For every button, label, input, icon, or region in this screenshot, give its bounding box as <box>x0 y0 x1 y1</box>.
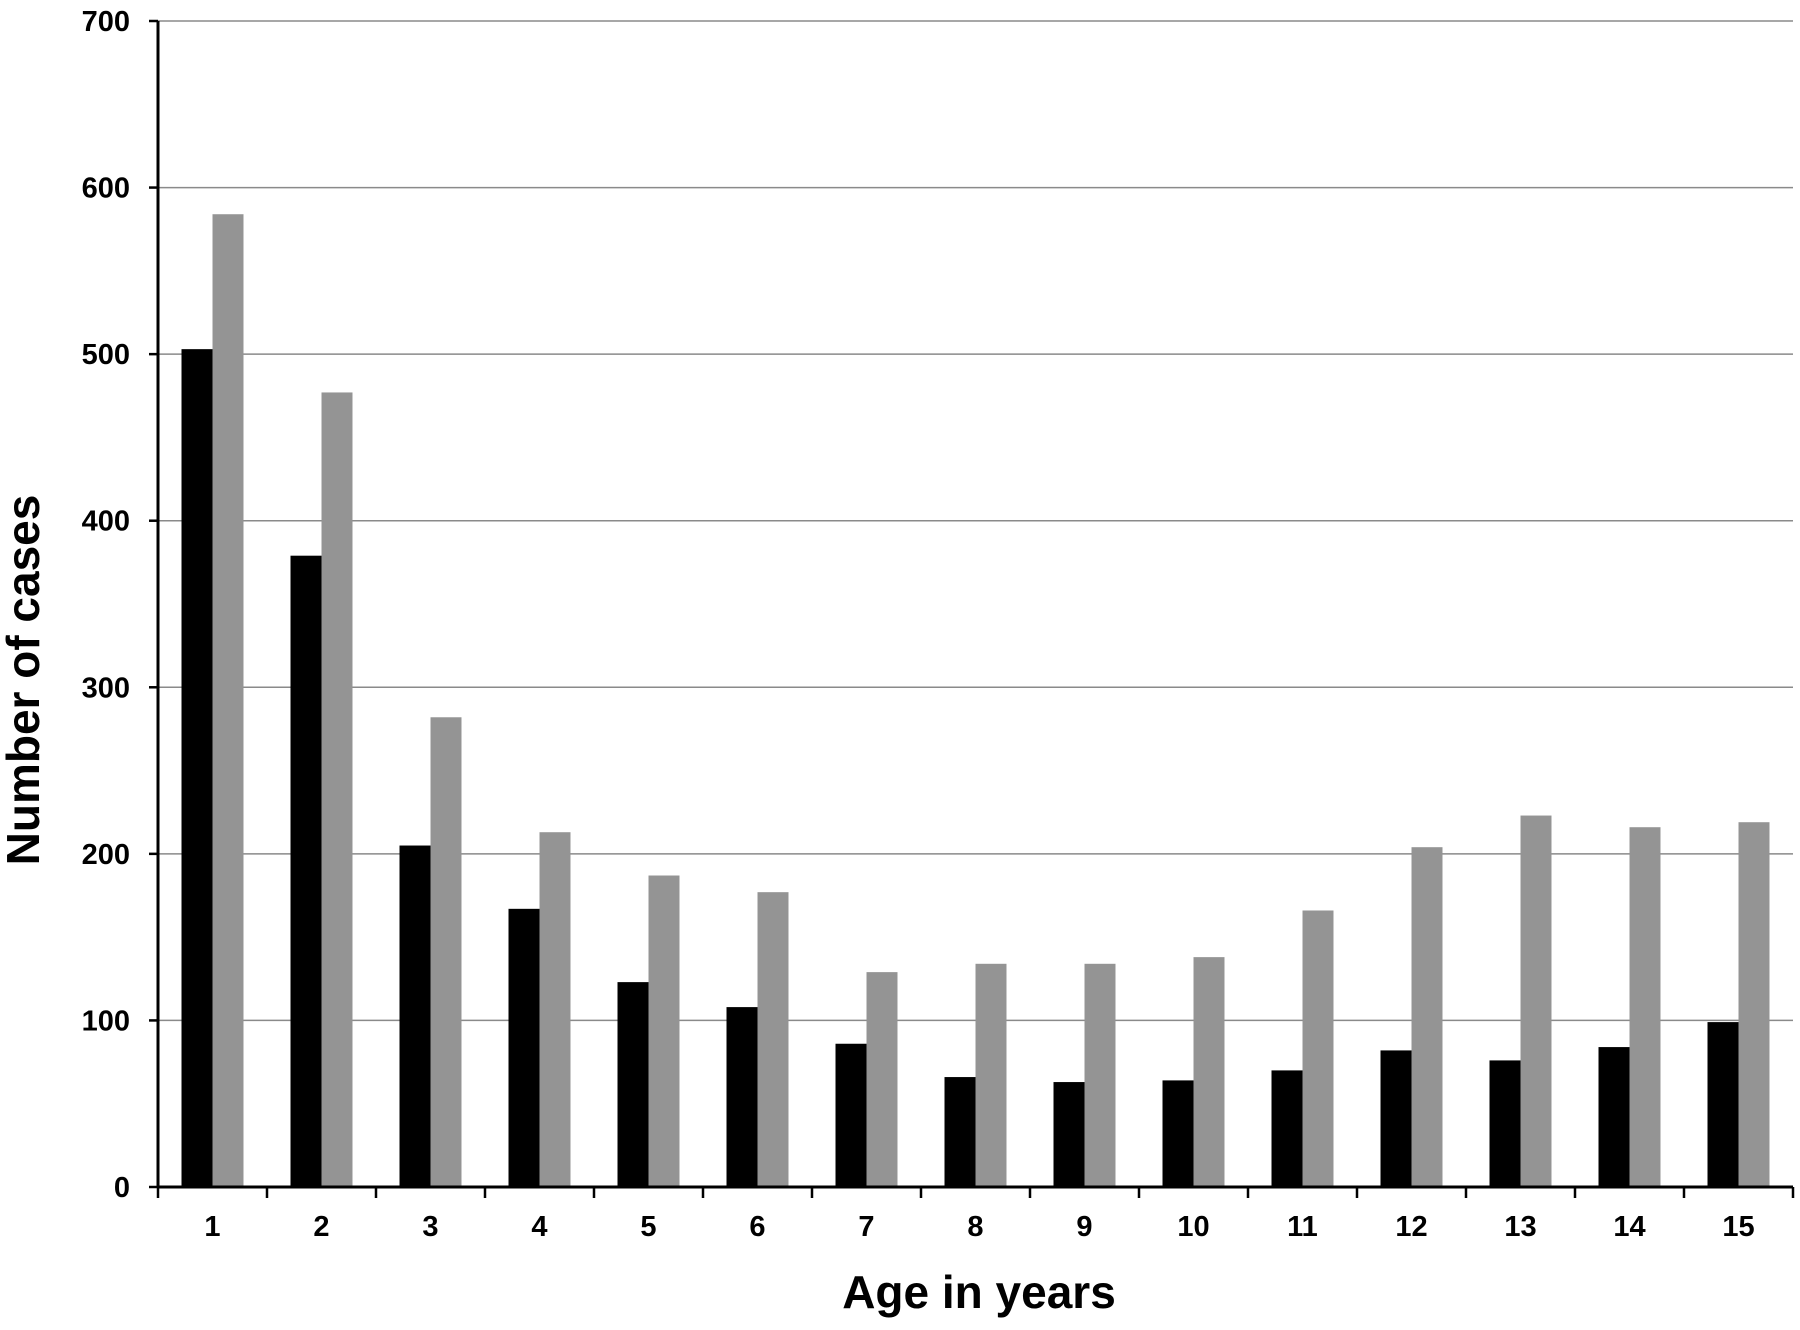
bar-series2-12 <box>1411 847 1443 1187</box>
x-tick-label: 2 <box>313 1211 329 1243</box>
x-tick-label: 10 <box>1177 1211 1209 1243</box>
bar-series2-9 <box>1084 963 1116 1187</box>
bar-series2-13 <box>1520 815 1552 1187</box>
bar-series2-1 <box>212 214 244 1188</box>
y-tick-label: 200 <box>82 839 130 871</box>
bar-series1-13 <box>1489 1060 1521 1187</box>
bar-series1-4 <box>508 908 540 1187</box>
y-tick-label: 100 <box>82 1005 130 1037</box>
bar-series2-7 <box>866 972 898 1187</box>
bar-series1-9 <box>1053 1082 1085 1187</box>
x-tick-label: 3 <box>422 1211 438 1243</box>
x-tick-label: 9 <box>1076 1211 1092 1243</box>
bar-series2-3 <box>430 717 462 1187</box>
x-tick-label: 12 <box>1395 1211 1427 1243</box>
bar-series2-5 <box>648 875 680 1187</box>
bar-series2-14 <box>1629 827 1661 1187</box>
x-tick-label: 14 <box>1613 1211 1645 1243</box>
y-tick-label: 600 <box>82 173 130 205</box>
bar-series1-14 <box>1598 1047 1630 1187</box>
bars <box>181 214 1770 1188</box>
y-tick-label: 300 <box>82 672 130 704</box>
bar-series1-3 <box>399 845 431 1187</box>
axes <box>149 19 1795 1198</box>
bar-series2-10 <box>1193 957 1225 1187</box>
bar-series2-6 <box>757 892 789 1187</box>
y-tick-label: 400 <box>82 506 130 538</box>
bar-series1-5 <box>617 982 649 1187</box>
bar-series1-12 <box>1380 1050 1412 1187</box>
x-tick-label: 4 <box>531 1211 547 1243</box>
y-axis-title: Number of cases <box>0 495 49 866</box>
bar-series1-2 <box>290 555 322 1187</box>
x-tick-label: 13 <box>1504 1211 1536 1243</box>
bar-series1-7 <box>835 1043 867 1187</box>
x-tick-label: 8 <box>967 1211 983 1243</box>
bar-series2-8 <box>975 963 1007 1187</box>
bar-series2-2 <box>321 392 353 1187</box>
x-tick-label: 15 <box>1722 1211 1754 1243</box>
bar-series1-10 <box>1162 1080 1194 1187</box>
bar-series1-6 <box>726 1007 758 1187</box>
x-tick-label: 6 <box>749 1211 765 1243</box>
y-tick-label: 700 <box>82 6 130 38</box>
bar-series1-1 <box>181 349 213 1187</box>
y-tick-label: 0 <box>114 1172 130 1204</box>
bar-series1-15 <box>1707 1022 1739 1187</box>
bar-series1-8 <box>944 1077 976 1187</box>
x-axis-title: Age in years <box>842 1266 1116 1318</box>
x-tick-label: 7 <box>858 1211 874 1243</box>
y-tick-label: 500 <box>82 339 130 371</box>
bar-series2-4 <box>539 832 571 1187</box>
bar-series2-11 <box>1302 910 1334 1187</box>
x-tick-label: 11 <box>1287 1211 1318 1243</box>
x-tick-label: 1 <box>204 1211 220 1243</box>
bar-series2-15 <box>1738 822 1770 1187</box>
x-tick-label: 5 <box>640 1211 656 1243</box>
bar-series1-11 <box>1271 1070 1303 1187</box>
